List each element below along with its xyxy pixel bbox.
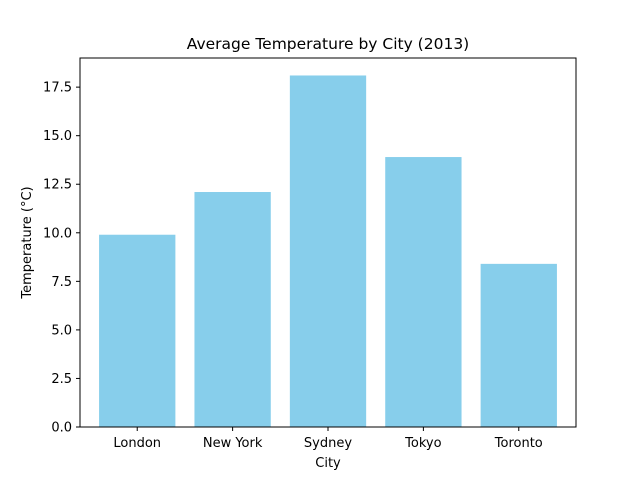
bar-london bbox=[99, 234, 176, 427]
y-tick-label: 7.5 bbox=[51, 275, 72, 290]
x-tick-label: Tokyo bbox=[404, 436, 441, 451]
bar-sydney bbox=[289, 75, 367, 427]
bar-new-york bbox=[194, 192, 271, 427]
y-tick-label: 5.0 bbox=[51, 323, 72, 338]
x-tick-label: Sydney bbox=[304, 436, 352, 451]
y-axis-label: Temperature (°C) bbox=[20, 186, 35, 299]
x-tick-label: London bbox=[113, 436, 161, 451]
y-tick-label: 0.0 bbox=[51, 421, 72, 436]
y-tick-label: 2.5 bbox=[51, 372, 72, 387]
y-tick-label: 10.0 bbox=[43, 226, 72, 241]
y-axis-ticks: 0.0 2.5 5.0 7.5 10.0 12.5 15.0 17.5 bbox=[43, 81, 80, 436]
plot-frame bbox=[79, 57, 577, 428]
x-tick-label: Toronto bbox=[494, 436, 543, 451]
bars-layer bbox=[99, 75, 557, 428]
chart-title: Average Temperature by City (2013) bbox=[187, 35, 469, 53]
y-tick-label: 15.0 bbox=[43, 129, 72, 144]
y-tick-label: 17.5 bbox=[43, 81, 72, 96]
y-tick-label: 12.5 bbox=[43, 178, 72, 193]
bar-toronto bbox=[480, 263, 557, 427]
x-axis-ticks: London New York Sydney Tokyo Toronto bbox=[113, 427, 543, 451]
x-axis-label: City bbox=[315, 456, 341, 471]
bar-tokyo bbox=[385, 157, 462, 428]
x-tick-label: New York bbox=[203, 436, 263, 451]
